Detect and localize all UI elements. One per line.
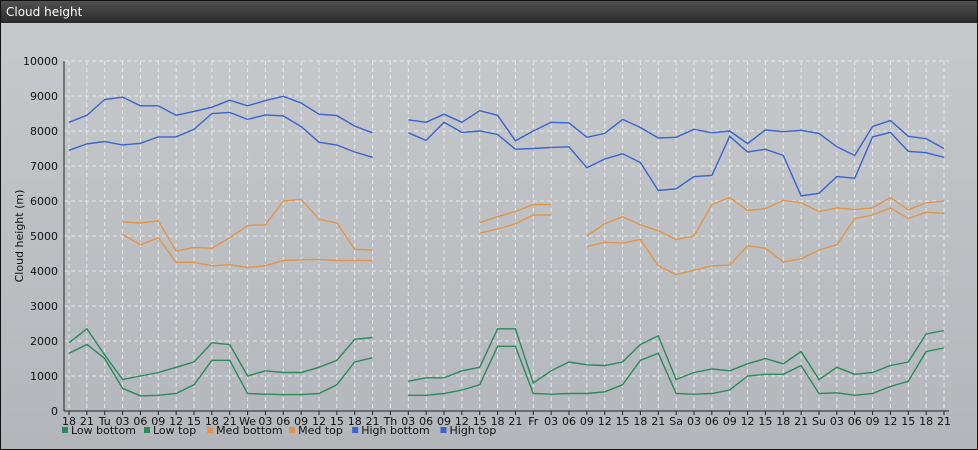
y-tick-label: 1000 xyxy=(30,370,58,383)
legend-item: Med top xyxy=(289,424,343,437)
x-tick-label: 03 xyxy=(544,415,558,428)
x-tick-label: 18 xyxy=(776,415,790,428)
x-tick-label: 15 xyxy=(330,415,344,428)
series-line-med-bottom xyxy=(479,214,552,234)
x-tick-label: 06 xyxy=(848,415,862,428)
y-tick-label: 7000 xyxy=(30,160,58,173)
x-tick-label: 06 xyxy=(276,415,290,428)
x-tick-label: 12 xyxy=(598,415,612,428)
legend-item: Med bottom xyxy=(207,424,283,437)
y-tick-label: 10000 xyxy=(23,55,58,68)
x-tick-label: 21 xyxy=(937,415,951,428)
x-tick-label: 03 xyxy=(116,415,130,428)
series-line-med-bottom xyxy=(122,233,373,269)
x-tick-label: Sa xyxy=(669,415,683,428)
x-tick-label: 18 xyxy=(205,415,219,428)
legend-item: Low bottom xyxy=(62,424,136,437)
series-line-high-bottom xyxy=(68,111,373,158)
x-tick-label: 12 xyxy=(455,415,469,428)
x-tick-label: 18 xyxy=(919,415,933,428)
x-tick-label: 15 xyxy=(187,415,201,428)
x-tick-label: 15 xyxy=(901,415,915,428)
legend-swatch xyxy=(144,427,150,433)
window-title: Cloud height xyxy=(1,1,977,23)
y-tick-label: 0 xyxy=(51,405,58,418)
x-tick-label: 12 xyxy=(169,415,183,428)
x-tick-label: 21 xyxy=(80,415,94,428)
x-tick-label: 03 xyxy=(830,415,844,428)
y-tick-label: 3000 xyxy=(30,300,58,313)
series-line-high-top xyxy=(68,95,373,134)
legend-label: High top xyxy=(450,424,497,437)
x-tick-label: 18 xyxy=(348,415,362,428)
x-tick-label: We xyxy=(239,415,256,428)
y-tick-label: 6000 xyxy=(30,195,58,208)
x-tick-label: 18 xyxy=(491,415,505,428)
series-line-low-top xyxy=(408,328,945,385)
series-line-med-top xyxy=(479,203,552,224)
x-tick-label: Fr xyxy=(528,415,539,428)
legend-swatch xyxy=(207,427,214,433)
x-tick-label: 21 xyxy=(223,415,237,428)
x-tick-label: 21 xyxy=(651,415,665,428)
x-tick-label: 21 xyxy=(508,415,522,428)
x-tick-label: 12 xyxy=(312,415,326,428)
y-tick-label: 4000 xyxy=(30,265,58,278)
series-line-high-bottom xyxy=(408,121,945,197)
x-tick-label: 12 xyxy=(883,415,897,428)
legend-item: High bottom xyxy=(352,424,430,437)
legend-label: Med top xyxy=(298,424,343,437)
legend-swatch xyxy=(352,427,359,433)
x-tick-label: 09 xyxy=(580,415,594,428)
legend-swatch xyxy=(62,427,68,433)
x-tick-label: 09 xyxy=(294,415,308,428)
x-tick-label: 09 xyxy=(866,415,880,428)
x-tick-label: 12 xyxy=(741,415,755,428)
y-axis-label: Cloud height (m) xyxy=(13,190,26,283)
x-tick-label: 06 xyxy=(562,415,576,428)
chart-plot: Cloud height (m) 0 1000 2000 3000 4000 5000 60… xyxy=(13,55,951,437)
x-tick-label: 21 xyxy=(794,415,808,428)
x-tick-label: 03 xyxy=(258,415,272,428)
x-tick-label: Tu xyxy=(98,415,111,428)
legend-label: High bottom xyxy=(361,424,430,437)
series-line-high-top xyxy=(408,109,945,157)
legend-label: Med bottom xyxy=(216,424,283,437)
x-tick-label: 03 xyxy=(687,415,701,428)
series-line-low-bottom xyxy=(68,343,373,397)
series-line-med-bottom xyxy=(586,207,945,276)
x-tick-label: 18 xyxy=(633,415,647,428)
legend-swatch xyxy=(289,427,296,433)
x-tick-label: 03 xyxy=(401,415,415,428)
x-tick-label: 09 xyxy=(151,415,165,428)
x-tick-label: 09 xyxy=(437,415,451,428)
x-tick-label: Su xyxy=(812,415,826,428)
legend-label: Low bottom xyxy=(71,424,136,437)
legend-item: Low top xyxy=(144,424,196,437)
y-tick-label: 8000 xyxy=(30,125,58,138)
series-line-low-bottom xyxy=(408,345,945,397)
series-line-med-top xyxy=(122,198,373,252)
y-tick-label: 9000 xyxy=(30,90,58,103)
x-tick-label: 09 xyxy=(723,415,737,428)
legend-swatch xyxy=(440,427,447,433)
x-tick-label: 06 xyxy=(419,415,433,428)
series-line-med-top xyxy=(586,196,945,241)
x-tick-label: 15 xyxy=(473,415,487,428)
y-tick-label: 5000 xyxy=(30,230,58,243)
x-tick-label: 15 xyxy=(616,415,630,428)
x-tick-label: 06 xyxy=(133,415,147,428)
series-line-low-top xyxy=(68,327,373,381)
x-tick-label: 21 xyxy=(366,415,380,428)
x-tick-label: 18 xyxy=(62,415,76,428)
x-tick-label: 06 xyxy=(705,415,719,428)
y-tick-label: 2000 xyxy=(30,335,58,348)
legend-label: Low top xyxy=(153,424,196,437)
x-tick-label: Th xyxy=(383,415,398,428)
legend-item: High top xyxy=(440,424,497,437)
x-tick-label: 15 xyxy=(758,415,772,428)
